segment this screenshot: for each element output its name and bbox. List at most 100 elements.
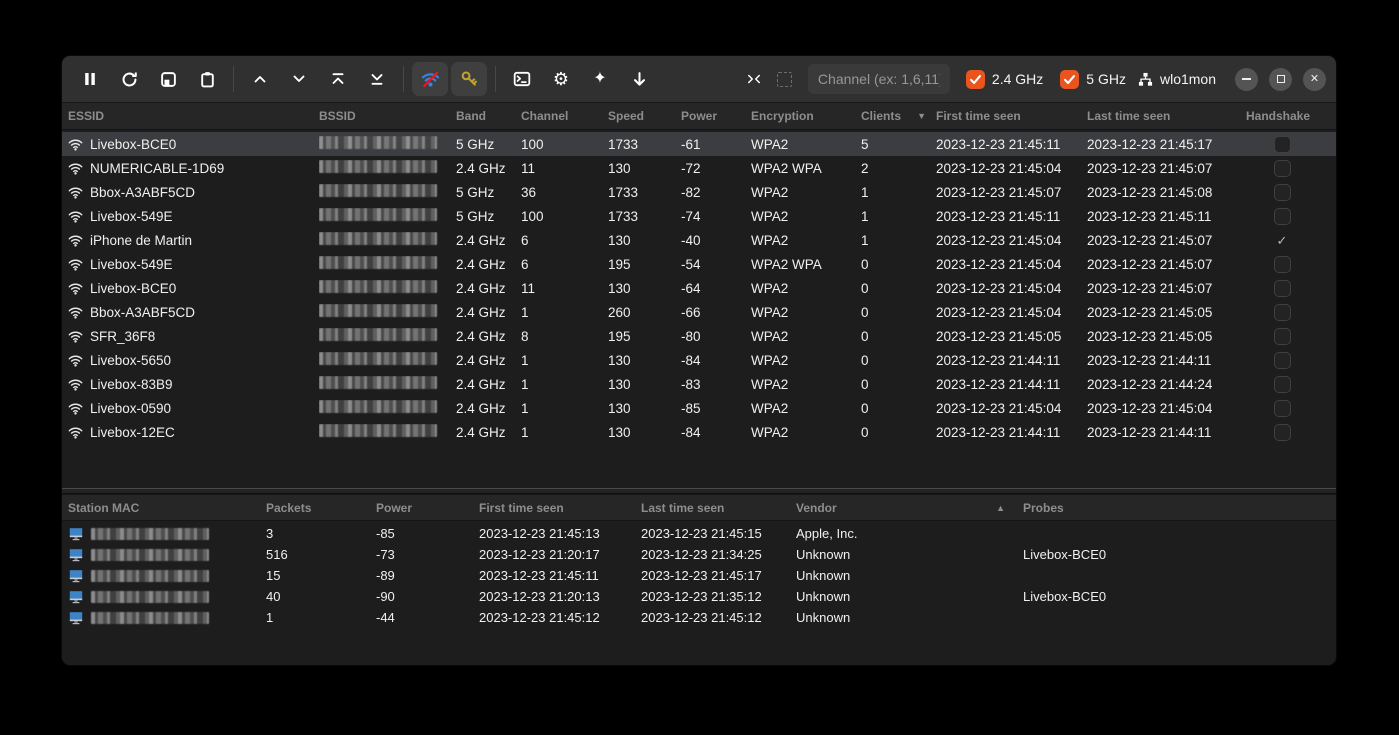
station-row[interactable]: 1 -44 2023-12-23 21:45:12 2023-12-23 21:… — [62, 607, 1336, 628]
first-seen-cell: 2023-12-23 21:45:04 — [936, 280, 1062, 296]
wifi-icon — [68, 211, 83, 223]
bssid-redacted — [319, 280, 437, 293]
st-power-cell: -85 — [376, 526, 395, 541]
band-cell: 2.4 GHz — [456, 376, 506, 392]
power-cell: -80 — [681, 328, 701, 344]
save-button[interactable] — [150, 62, 186, 96]
close-icon: ✕ — [1309, 72, 1320, 85]
col-bssid[interactable]: BSSID — [319, 109, 356, 123]
bssid-redacted — [319, 304, 437, 317]
scroll-to-top-button[interactable] — [320, 62, 356, 96]
essid-cell: Livebox-BCE0 — [90, 280, 177, 296]
band-5ghz-checkbox[interactable]: 5 GHz — [1060, 69, 1126, 89]
handshake-checkbox[interactable]: ✓ — [1276, 232, 1288, 248]
handshake-checkbox[interactable] — [1273, 399, 1291, 417]
ap-row[interactable]: Bbox-A3ABF5CD 5 GHz 36 1733 -82 WPA2 1 2… — [62, 180, 1336, 204]
station-row[interactable]: 3 -85 2023-12-23 21:45:13 2023-12-23 21:… — [62, 523, 1336, 544]
handshake-capture-button[interactable] — [451, 62, 487, 96]
toolbar: ⚙ ✦ 2.4 — [62, 56, 1336, 102]
col-speed[interactable]: Speed — [608, 109, 645, 123]
settings-button[interactable]: ⚙ — [543, 62, 579, 96]
selection-button[interactable] — [771, 62, 799, 96]
col-handshake[interactable]: Handshake — [1245, 109, 1311, 123]
handshake-checkbox[interactable] — [1273, 327, 1291, 345]
ap-row[interactable]: Livebox-12EC 2.4 GHz 1 130 -84 WPA2 0 20… — [62, 420, 1336, 444]
first-seen-cell: 2023-12-23 21:45:11 — [936, 136, 1061, 152]
col-power[interactable]: Power — [681, 109, 718, 123]
col-vendor[interactable]: Vendor ▲ — [796, 501, 1023, 515]
scroll-up-button[interactable] — [242, 62, 278, 96]
station-row[interactable]: 15 -89 2023-12-23 21:45:11 2023-12-23 21… — [62, 565, 1336, 586]
handshake-checkbox[interactable] — [1273, 423, 1291, 441]
power-cell: -84 — [681, 352, 701, 368]
col-probes[interactable]: Probes — [1023, 500, 1064, 515]
col-last-seen[interactable]: Last time seen — [1087, 109, 1171, 123]
export-button[interactable] — [621, 62, 657, 96]
ap-row[interactable]: Livebox-5650 2.4 GHz 1 130 -84 WPA2 0 20… — [62, 348, 1336, 372]
ap-row[interactable]: NUMERICABLE-1D69 2.4 GHz 11 130 -72 WPA2… — [62, 156, 1336, 180]
col-channel[interactable]: Channel — [521, 109, 569, 123]
handshake-checkbox[interactable] — [1273, 303, 1291, 321]
ap-row[interactable]: Livebox-0590 2.4 GHz 1 130 -85 WPA2 0 20… — [62, 396, 1336, 420]
station-row[interactable]: 40 -90 2023-12-23 21:20:13 2023-12-23 21… — [62, 586, 1336, 607]
handshake-checkbox[interactable] — [1273, 375, 1291, 393]
col-station-mac[interactable]: Station MAC — [68, 500, 140, 515]
handshake-checkbox[interactable] — [1273, 135, 1291, 153]
scroll-down-button[interactable] — [281, 62, 317, 96]
ap-row[interactable]: Livebox-BCE0 5 GHz 100 1733 -61 WPA2 5 2… — [62, 132, 1336, 156]
station-row[interactable]: 516 -73 2023-12-23 21:20:17 2023-12-23 2… — [62, 544, 1336, 565]
clean-results-button[interactable]: ✦ — [582, 62, 618, 96]
pause-button[interactable] — [72, 62, 108, 96]
pane-splitter[interactable] — [62, 488, 1336, 494]
col-first-seen[interactable]: First time seen — [936, 109, 1021, 123]
ap-row[interactable]: Bbox-A3ABF5CD 2.4 GHz 1 260 -66 WPA2 0 2… — [62, 300, 1336, 324]
band-24ghz-checkbox[interactable]: 2.4 GHz — [965, 69, 1043, 89]
terminal-button[interactable] — [504, 62, 540, 96]
bssid-redacted — [319, 184, 437, 197]
minimize-button[interactable] — [1235, 67, 1258, 91]
clipboard-button[interactable] — [189, 62, 225, 96]
col-st-first-seen[interactable]: First time seen — [479, 500, 564, 515]
ap-row[interactable]: Livebox-BCE0 2.4 GHz 11 130 -64 WPA2 0 2… — [62, 276, 1336, 300]
channel-cell: 1 — [521, 352, 529, 368]
last-seen-cell: 2023-12-23 21:45:07 — [1087, 256, 1213, 272]
handshake-checkbox[interactable] — [1273, 207, 1291, 225]
col-encryption[interactable]: Encryption — [751, 109, 814, 123]
band-cell: 5 GHz — [456, 184, 495, 200]
col-essid[interactable]: ESSID — [68, 109, 105, 123]
st-power-cell: -90 — [376, 589, 395, 604]
handshake-checkbox[interactable] — [1273, 255, 1291, 273]
col-st-power[interactable]: Power — [376, 500, 413, 515]
col-band[interactable]: Band — [456, 109, 486, 123]
clients-cell: 1 — [861, 208, 869, 224]
col-st-last-seen[interactable]: Last time seen — [641, 500, 725, 515]
computer-icon — [69, 527, 83, 540]
ap-row[interactable]: iPhone de Martin 2.4 GHz 6 130 -40 WPA2 … — [62, 228, 1336, 252]
essid-cell: Livebox-549E — [90, 256, 173, 272]
scroll-to-bottom-button[interactable] — [359, 62, 395, 96]
last-seen-cell: 2023-12-23 21:45:08 — [1087, 184, 1213, 200]
channel-cell: 1 — [521, 424, 529, 440]
col-packets[interactable]: Packets — [266, 500, 312, 515]
ap-row[interactable]: Livebox-549E 2.4 GHz 6 195 -54 WPA2 WPA … — [62, 252, 1336, 276]
band-cell: 2.4 GHz — [456, 256, 506, 272]
ap-row[interactable]: Livebox-549E 5 GHz 100 1733 -74 WPA2 1 2… — [62, 204, 1336, 228]
ap-row[interactable]: SFR_36F8 2.4 GHz 8 195 -80 WPA2 0 2023-1… — [62, 324, 1336, 348]
close-button[interactable]: ✕ — [1303, 67, 1326, 91]
band-cell: 2.4 GHz — [456, 352, 506, 368]
handshake-checkbox[interactable] — [1273, 351, 1291, 369]
handshake-checkbox[interactable] — [1273, 159, 1291, 177]
power-cell: -61 — [681, 136, 701, 152]
refresh-button[interactable] — [111, 62, 147, 96]
col-clients[interactable]: Clients ▼ — [861, 109, 936, 123]
maximize-button[interactable] — [1269, 67, 1292, 91]
channel-input[interactable] — [807, 64, 950, 94]
ap-row[interactable]: Livebox-83B9 2.4 GHz 1 130 -83 WPA2 0 20… — [62, 372, 1336, 396]
deauth-button[interactable] — [412, 62, 448, 96]
first-seen-cell: 2023-12-23 21:45:04 — [936, 160, 1062, 176]
collapse-columns-button[interactable] — [740, 62, 768, 96]
last-seen-cell: 2023-12-23 21:45:05 — [1087, 328, 1213, 344]
handshake-checkbox[interactable] — [1273, 183, 1291, 201]
handshake-checkbox[interactable] — [1273, 279, 1291, 297]
wifi-icon — [68, 259, 83, 271]
